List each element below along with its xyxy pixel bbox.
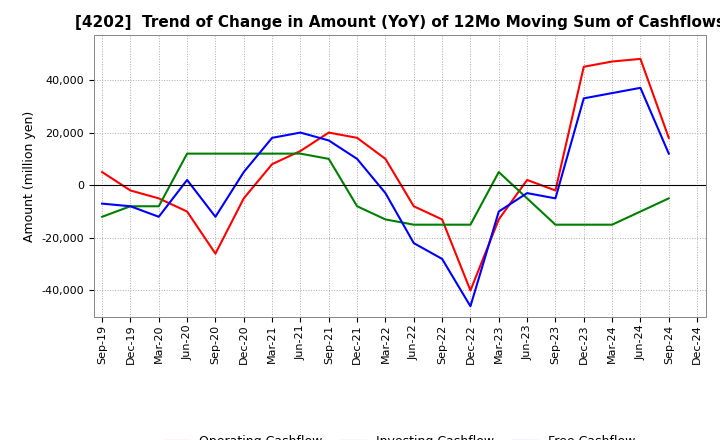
Investing Cashflow bbox=[608, 222, 616, 227]
Investing Cashflow bbox=[353, 204, 361, 209]
Operating Cashflow bbox=[126, 188, 135, 193]
Operating Cashflow bbox=[98, 169, 107, 175]
Free Cashflow bbox=[98, 201, 107, 206]
Operating Cashflow bbox=[495, 217, 503, 222]
Investing Cashflow bbox=[466, 222, 474, 227]
Free Cashflow bbox=[155, 214, 163, 220]
Investing Cashflow bbox=[155, 204, 163, 209]
Investing Cashflow bbox=[381, 217, 390, 222]
Free Cashflow bbox=[495, 209, 503, 214]
Y-axis label: Amount (million yen): Amount (million yen) bbox=[23, 110, 36, 242]
Line: Free Cashflow: Free Cashflow bbox=[102, 88, 669, 306]
Operating Cashflow bbox=[325, 130, 333, 135]
Investing Cashflow bbox=[438, 222, 446, 227]
Investing Cashflow bbox=[665, 196, 673, 201]
Investing Cashflow bbox=[410, 222, 418, 227]
Operating Cashflow bbox=[438, 217, 446, 222]
Investing Cashflow bbox=[98, 214, 107, 220]
Free Cashflow bbox=[438, 256, 446, 261]
Investing Cashflow bbox=[211, 151, 220, 156]
Investing Cashflow bbox=[325, 156, 333, 161]
Operating Cashflow bbox=[183, 209, 192, 214]
Investing Cashflow bbox=[183, 151, 192, 156]
Operating Cashflow bbox=[665, 135, 673, 140]
Free Cashflow bbox=[240, 169, 248, 175]
Free Cashflow bbox=[211, 214, 220, 220]
Investing Cashflow bbox=[580, 222, 588, 227]
Free Cashflow bbox=[636, 85, 644, 91]
Free Cashflow bbox=[523, 191, 531, 196]
Free Cashflow bbox=[296, 130, 305, 135]
Operating Cashflow bbox=[580, 64, 588, 70]
Operating Cashflow bbox=[523, 177, 531, 183]
Free Cashflow bbox=[268, 135, 276, 140]
Operating Cashflow bbox=[353, 135, 361, 140]
Operating Cashflow bbox=[410, 204, 418, 209]
Free Cashflow bbox=[353, 156, 361, 161]
Operating Cashflow bbox=[155, 196, 163, 201]
Operating Cashflow bbox=[240, 196, 248, 201]
Investing Cashflow bbox=[495, 169, 503, 175]
Investing Cashflow bbox=[296, 151, 305, 156]
Operating Cashflow bbox=[211, 251, 220, 256]
Investing Cashflow bbox=[240, 151, 248, 156]
Free Cashflow bbox=[466, 304, 474, 309]
Operating Cashflow bbox=[296, 148, 305, 154]
Free Cashflow bbox=[381, 191, 390, 196]
Free Cashflow bbox=[126, 204, 135, 209]
Free Cashflow bbox=[325, 138, 333, 143]
Operating Cashflow bbox=[636, 56, 644, 62]
Operating Cashflow bbox=[268, 161, 276, 167]
Operating Cashflow bbox=[551, 188, 559, 193]
Operating Cashflow bbox=[381, 156, 390, 161]
Legend: Operating Cashflow, Investing Cashflow, Free Cashflow: Operating Cashflow, Investing Cashflow, … bbox=[159, 430, 640, 440]
Free Cashflow bbox=[665, 151, 673, 156]
Investing Cashflow bbox=[523, 196, 531, 201]
Operating Cashflow bbox=[466, 288, 474, 293]
Line: Investing Cashflow: Investing Cashflow bbox=[102, 154, 669, 225]
Line: Operating Cashflow: Operating Cashflow bbox=[102, 59, 669, 290]
Investing Cashflow bbox=[126, 204, 135, 209]
Free Cashflow bbox=[551, 196, 559, 201]
Investing Cashflow bbox=[636, 209, 644, 214]
Operating Cashflow bbox=[608, 59, 616, 64]
Investing Cashflow bbox=[551, 222, 559, 227]
Free Cashflow bbox=[608, 91, 616, 96]
Title: [4202]  Trend of Change in Amount (YoY) of 12Mo Moving Sum of Cashflows: [4202] Trend of Change in Amount (YoY) o… bbox=[75, 15, 720, 30]
Free Cashflow bbox=[410, 241, 418, 246]
Free Cashflow bbox=[580, 96, 588, 101]
Investing Cashflow bbox=[268, 151, 276, 156]
Free Cashflow bbox=[183, 177, 192, 183]
